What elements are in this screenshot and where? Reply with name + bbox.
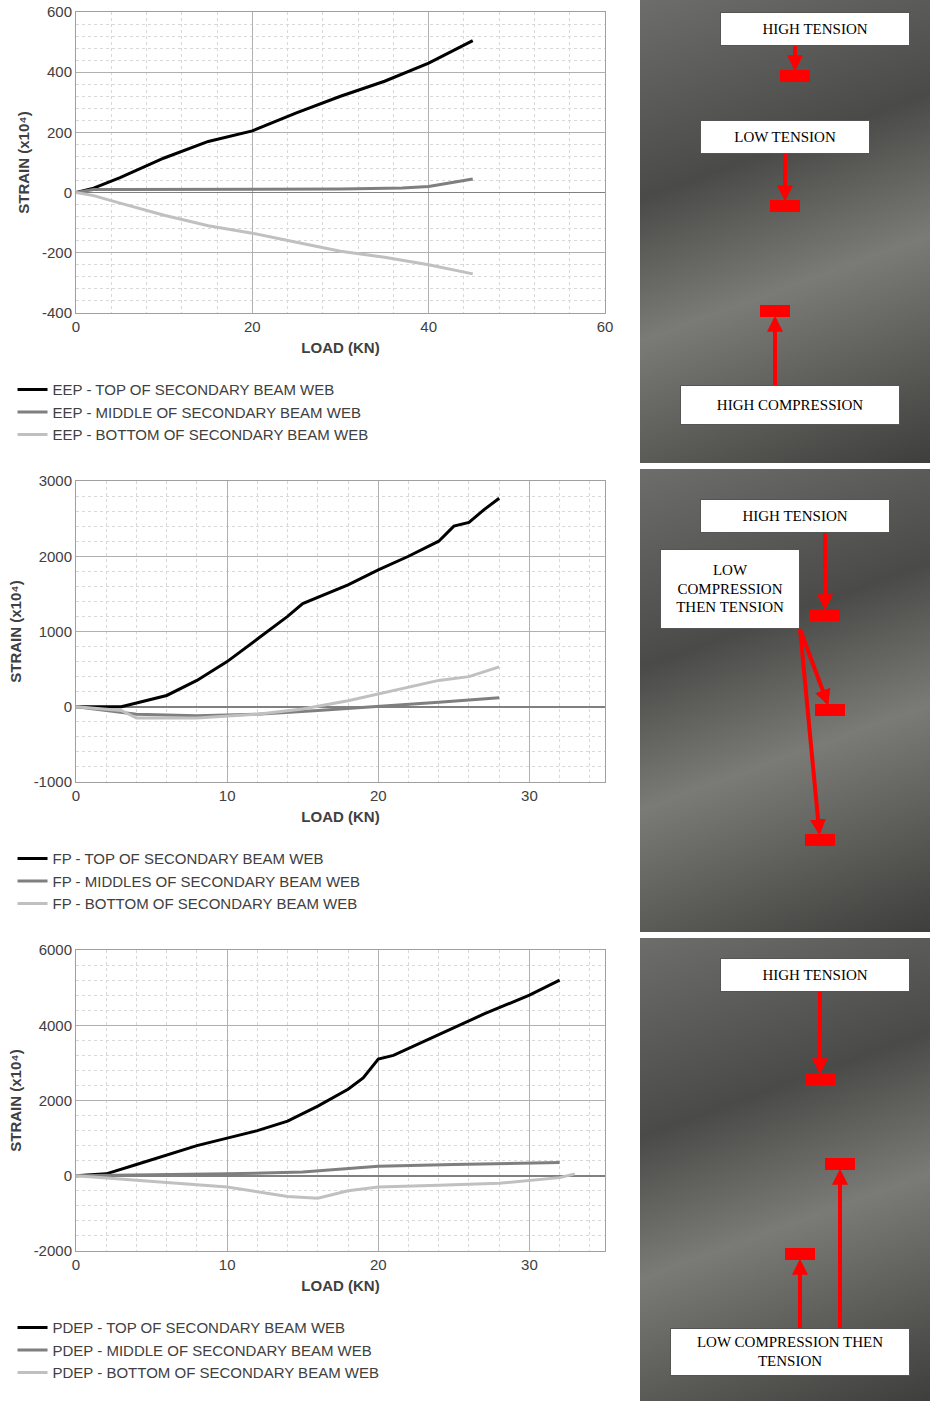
html-text:HIGH TENSION: HIGH TENSION — [742, 507, 848, 524]
html-text:HIGH TENSION: HIGH TENSION — [762, 20, 868, 37]
svg-text:0: 0 — [72, 318, 80, 335]
svg-text:STRAIN (x10⁴): STRAIN (x10⁴) — [7, 580, 24, 682]
svg-text:10: 10 — [219, 1256, 236, 1273]
svg-text:40: 40 — [420, 318, 437, 335]
svg-text:PDEP - TOP OF SECONDARY BEAM W: PDEP - TOP OF SECONDARY BEAM WEB — [53, 1319, 346, 1336]
svg-text:30: 30 — [521, 1256, 538, 1273]
svg-text:PDEP - BOTTOM OF SECONDARY BEA: PDEP - BOTTOM OF SECONDARY BEAM WEB — [53, 1364, 379, 1381]
svg-text:STRAIN (x10⁴): STRAIN (x10⁴) — [7, 1049, 24, 1151]
svg-text:10: 10 — [219, 787, 236, 804]
svg-text:20: 20 — [244, 318, 261, 335]
svg-text:EEP - TOP OF SECONDARY BEAM WE: EEP - TOP OF SECONDARY BEAM WEB — [53, 381, 335, 398]
html-text:LOW TENSION: LOW TENSION — [734, 128, 836, 145]
svg-text:2000: 2000 — [39, 1092, 72, 1109]
svg-text:0: 0 — [64, 1167, 72, 1184]
svg-text:2000: 2000 — [39, 548, 72, 565]
svg-text:LOAD (KN): LOAD (KN) — [301, 808, 379, 825]
svg-text:FP - TOP OF SECONDARY BEAM WEB: FP - TOP OF SECONDARY BEAM WEB — [53, 850, 324, 867]
svg-text:1000: 1000 — [39, 623, 72, 640]
svg-text:0: 0 — [72, 1256, 80, 1273]
svg-text:PDEP - MIDDLE OF SECONDARY BEA: PDEP - MIDDLE OF SECONDARY BEAM WEB — [53, 1342, 372, 1359]
svg-text:0: 0 — [72, 787, 80, 804]
svg-text:FP - BOTTOM OF SECONDARY BEAM: FP - BOTTOM OF SECONDARY BEAM WEB — [53, 895, 358, 912]
svg-text:-200: -200 — [42, 244, 72, 261]
svg-text:400: 400 — [47, 63, 72, 80]
svg-text:0: 0 — [64, 698, 72, 715]
svg-text:3000: 3000 — [39, 472, 72, 489]
svg-text:0: 0 — [64, 184, 72, 201]
html-text:HIGH TENSION: HIGH TENSION — [762, 966, 868, 983]
svg-text:200: 200 — [47, 124, 72, 141]
svg-text:60: 60 — [597, 318, 614, 335]
svg-text:EEP - MIDDLE OF SECONDARY BEAM: EEP - MIDDLE OF SECONDARY BEAM WEB — [53, 404, 361, 421]
svg-text:600: 600 — [47, 3, 72, 20]
svg-text:-1000: -1000 — [34, 773, 72, 790]
svg-text:30: 30 — [521, 787, 538, 804]
svg-text:LOAD (KN): LOAD (KN) — [301, 1277, 379, 1294]
svg-text:4000: 4000 — [39, 1017, 72, 1034]
svg-text:EEP - BOTTOM OF SECONDARY BEAM: EEP - BOTTOM OF SECONDARY BEAM WEB — [53, 426, 369, 443]
html-text:LOW COMPRESSION THEN TENSION: LOW COMPRESSION THEN TENSION — [696, 1334, 884, 1369]
svg-text:STRAIN (x10⁴): STRAIN (x10⁴) — [15, 111, 32, 213]
svg-text:-400: -400 — [42, 304, 72, 321]
html-text:LOW COMPRESSION THEN TENSION: LOW COMPRESSION THEN TENSION — [676, 561, 784, 616]
svg-text:20: 20 — [370, 787, 387, 804]
svg-text:LOAD (KN): LOAD (KN) — [301, 339, 379, 356]
svg-text:20: 20 — [370, 1256, 387, 1273]
svg-text:-2000: -2000 — [34, 1242, 72, 1259]
svg-text:FP - MIDDLES OF SECONDARY BEAM: FP - MIDDLES OF SECONDARY BEAM WEB — [53, 873, 361, 890]
html-text:HIGH COMPRESSION: HIGH COMPRESSION — [716, 396, 864, 413]
svg-text:6000: 6000 — [39, 941, 72, 958]
